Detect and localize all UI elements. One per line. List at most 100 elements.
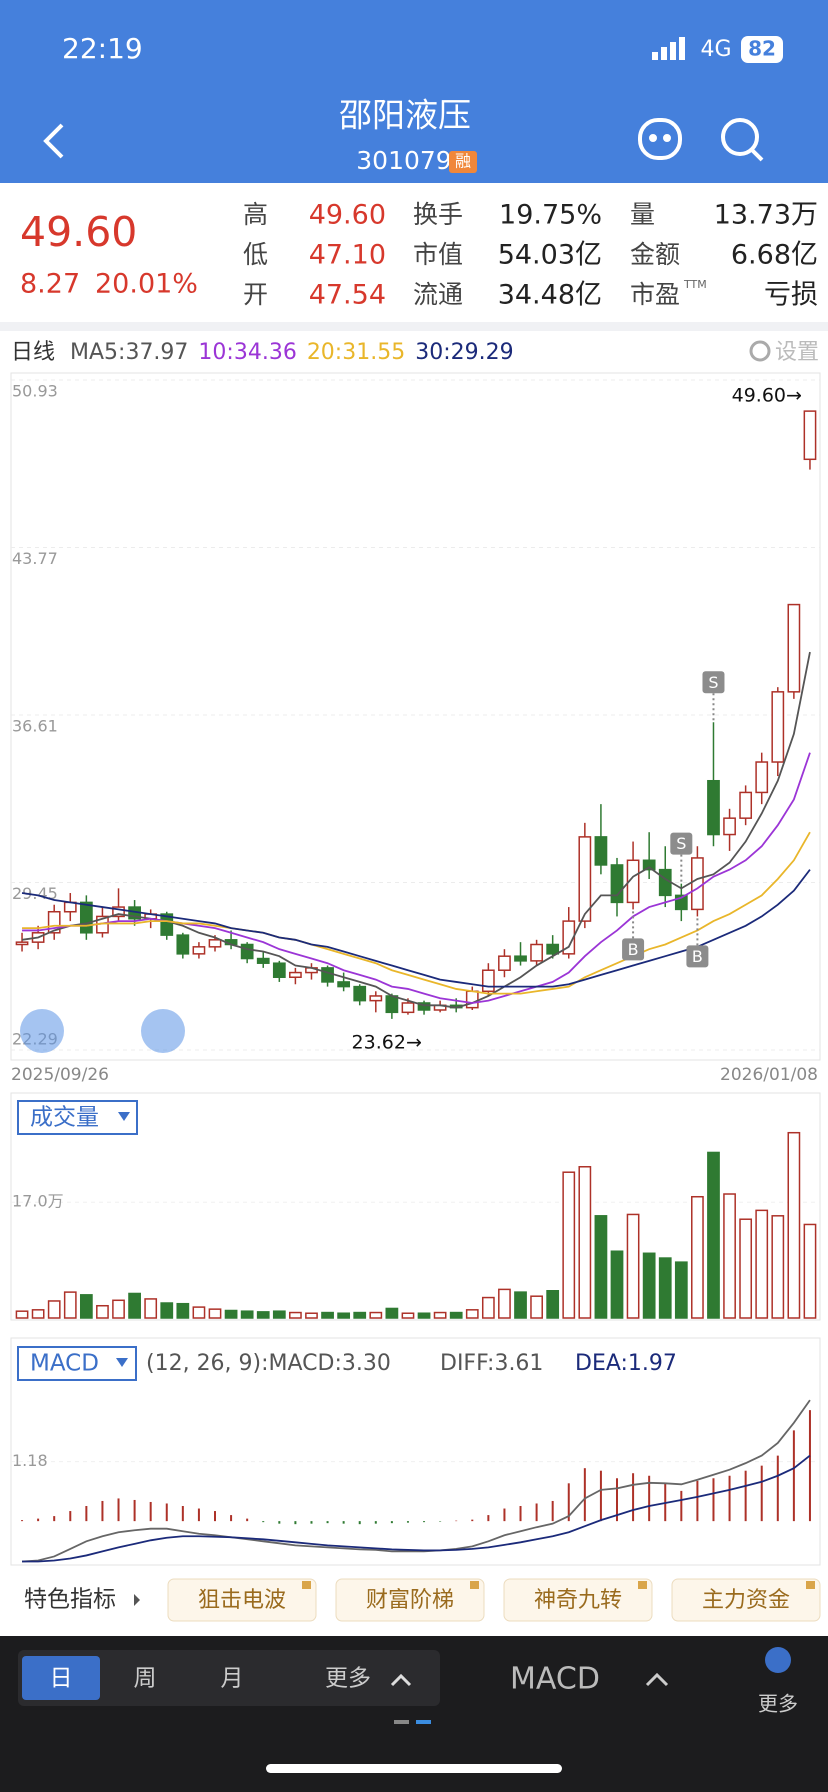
back-button[interactable] [43,123,64,159]
tab-more-arrow [390,1673,412,1687]
macd-panel [10,1337,821,1566]
volume-bar [755,1209,769,1319]
tools-label[interactable]: 特色指标 [24,1587,116,1613]
indicator[interactable]: MACD [510,1662,600,1697]
candle-body [803,410,817,461]
ma-legend-item: MA5:37.97 [70,340,188,365]
candle-body [79,901,93,934]
tool-button [671,1578,821,1622]
signal: B [692,947,703,966]
volume-bar [642,1252,656,1319]
more[interactable]: 更多 [758,1692,798,1716]
volume-bar [771,1215,785,1319]
tab[interactable]: 周 [134,1666,157,1692]
signal-icon [652,37,685,60]
candle-body [337,981,351,988]
volume-bar [176,1302,190,1319]
volume-bar [112,1299,125,1319]
volume-bar [578,1166,592,1319]
change: 8.27 [20,269,80,300]
volume-bar [272,1310,286,1319]
home-indicator [266,1764,562,1773]
ma-legend: MA5:37.97 10:34.36 20:31.55 30:29.29 [70,340,514,365]
more-icon[interactable] [765,1647,791,1673]
volume-bar [128,1292,141,1319]
volume-bar [144,1298,158,1319]
settings[interactable]: 设置 [775,340,819,365]
macd-title[interactable]: MACD [30,1351,99,1377]
candle-body [642,859,656,871]
candle-body [755,761,769,794]
candle-body [465,990,479,1009]
lock-icon [470,1581,479,1589]
volume-bar [530,1295,543,1319]
candle-body [256,957,270,964]
volume-title[interactable]: 成交量 [30,1105,99,1131]
signal-box [670,832,693,855]
stat-label: 开 [243,280,268,309]
stat-value: 13.73万 [714,200,818,231]
divider [0,322,828,331]
ma-line [21,869,811,988]
candle-body [240,943,254,960]
stock-code: 301079 [356,146,451,175]
candle-body [15,941,29,946]
candle-body [272,962,286,978]
candle-body [321,967,334,983]
dropdown-arrow [116,1358,128,1367]
candle-body [594,836,608,866]
battery [741,36,783,63]
service-button[interactable] [638,118,682,160]
volume-bar [674,1261,688,1319]
ma-legend-item: 30:29.29 [415,340,513,365]
dea-line [22,1454,811,1563]
tab-group [18,1650,440,1706]
volume-bar [353,1311,367,1319]
volume-bar [803,1223,817,1319]
stat-label: 量 [630,200,655,229]
tab[interactable]: 月 [221,1666,244,1692]
stat-value: 47.54 [309,280,386,311]
candle-body [530,943,543,962]
settings-icon[interactable] [749,340,771,362]
candle-body [208,939,222,948]
volume-bar [626,1213,640,1319]
page-dot [394,1720,409,1724]
y-tick-label: 17.0万 [12,1192,64,1211]
tool-button [503,1578,653,1622]
volume-bar [15,1310,29,1319]
stat-value: 19.75% [499,200,602,231]
candle-body [385,995,399,1014]
y-tick-label: 50.93 [12,382,58,401]
candle-body [723,817,736,836]
candle-body [610,864,624,904]
tool-label[interactable]: 狙击电波 [198,1588,286,1613]
tool-label[interactable]: 财富阶梯 [366,1588,454,1613]
volume-bar [47,1300,61,1319]
change-pct: 20.01% [95,269,198,300]
search-button[interactable] [721,118,764,162]
start-date: 2025/09/26 [11,1065,109,1085]
volume-bar [610,1250,624,1319]
volume-bar [192,1306,206,1319]
volume-bar [305,1312,318,1319]
stat-value: 54.03亿 [498,240,602,271]
macd-selector[interactable] [17,1346,137,1381]
volume-bar [723,1193,736,1319]
candle-body [112,906,125,918]
network: 4G [700,37,731,62]
volume-bar [465,1309,479,1319]
candle-body [289,971,302,978]
volume-selector[interactable] [17,1100,138,1135]
tab[interactable]: 日 [50,1666,73,1692]
tool-label[interactable]: 主力资金 [702,1588,790,1613]
badge: 融 [455,152,471,171]
signal: B [628,940,639,959]
high-note: 49.60→ [732,385,802,407]
volume-bar [691,1195,704,1319]
volume-bar [63,1291,77,1319]
candle-body [787,603,801,693]
tab[interactable]: 更多 [325,1666,371,1692]
tool-label[interactable]: 神奇九转 [534,1588,622,1613]
stat-sup: TTM [683,278,707,291]
